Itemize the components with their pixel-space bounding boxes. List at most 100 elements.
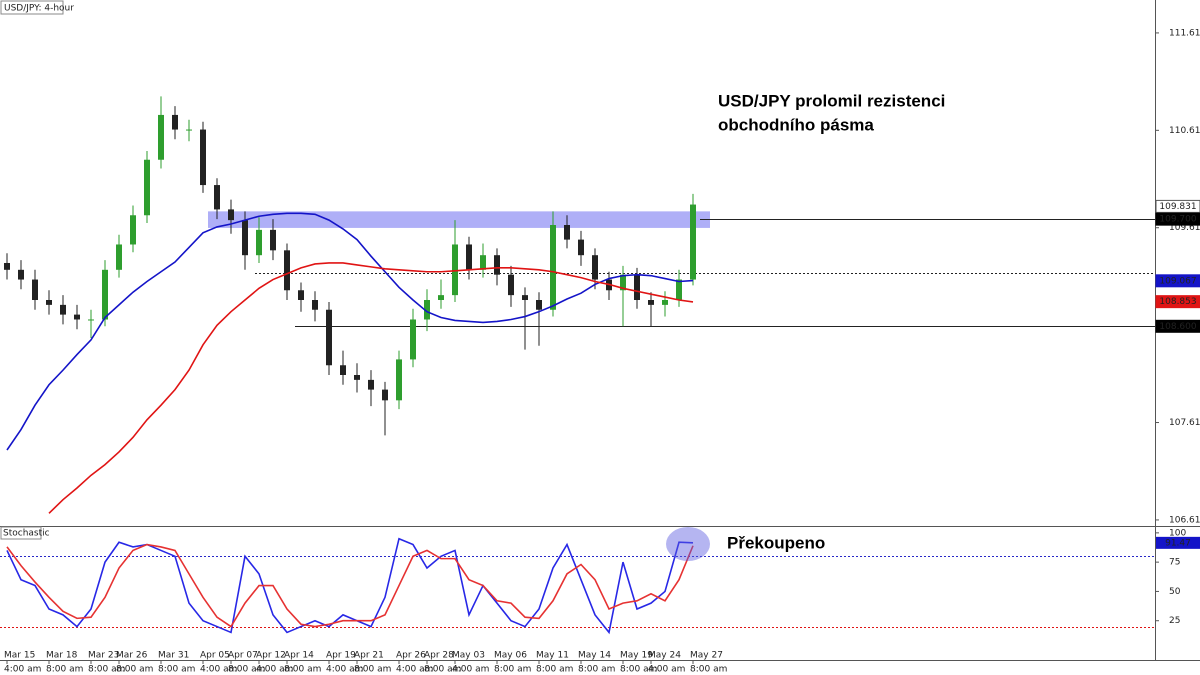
x-tick-time: 4:00 am	[326, 665, 363, 675]
candle-body	[32, 279, 38, 300]
candle-body	[368, 379, 374, 390]
candle-body	[550, 225, 556, 310]
candle-body	[186, 129, 192, 131]
x-tick-label: Mar 23	[88, 651, 119, 661]
candle-body	[648, 300, 654, 305]
candle-body	[676, 279, 682, 300]
x-tick-time: 4:00 am	[4, 665, 41, 675]
price-label: 109.067	[1159, 276, 1196, 286]
y-tick-label: 50	[1169, 587, 1181, 597]
y-tick-label: 110.612	[1169, 126, 1200, 136]
candle-body	[578, 239, 584, 256]
y-tick-label: 25	[1169, 616, 1180, 626]
x-tick-time: 8:00 am	[228, 665, 265, 675]
x-tick-label: Apr 12	[256, 651, 286, 661]
x-tick-label: Mar 15	[4, 651, 35, 661]
x-tick-time: 8:00 am	[690, 665, 727, 675]
candle-body	[158, 114, 164, 160]
y-tick-label: 107.612	[1169, 418, 1200, 428]
candle-body	[18, 269, 24, 280]
candle-body	[270, 229, 276, 251]
x-tick-time: 8:00 am	[536, 665, 573, 675]
line-series	[6, 537, 694, 635]
x-tick-label: May 24	[648, 651, 681, 661]
x-tick-time: 8:00 am	[494, 665, 531, 675]
x-tick-time: 4:00 am	[256, 665, 293, 675]
candle-body	[340, 365, 346, 375]
candle-body	[382, 389, 388, 401]
x-tick-label: Mar 18	[46, 651, 78, 661]
candle-body	[592, 255, 598, 280]
line-series	[6, 212, 694, 451]
x-tick-time: 8:00 am	[354, 665, 391, 675]
x-tick-label: May 03	[452, 651, 485, 661]
price-label: 109.831	[1159, 202, 1196, 212]
candle-body	[620, 274, 626, 291]
annotation: obchodního pásma	[718, 115, 874, 134]
candle-body	[74, 314, 80, 320]
annotation: Překoupeno	[727, 533, 825, 552]
candle-body	[102, 269, 108, 320]
candle-body	[200, 129, 206, 186]
x-tick-label: May 19	[620, 651, 653, 661]
x-tick-time: 4:00 am	[648, 665, 685, 675]
candle-body	[46, 300, 52, 305]
chart-title: USD/JPY: 4-hour	[4, 4, 74, 14]
candle-body	[116, 244, 122, 270]
candle-body	[564, 225, 570, 240]
price-label-box	[1155, 212, 1200, 226]
x-tick-label: May 27	[690, 651, 723, 661]
x-tick-label: Apr 07	[228, 651, 258, 661]
x-tick-time: 4:00 am	[452, 665, 489, 675]
x-tick-label: Mar 31	[158, 651, 189, 661]
x-tick-time: 8:00 am	[284, 665, 321, 675]
candle-body	[438, 295, 444, 300]
price-label: 108.600	[1159, 322, 1196, 332]
x-tick-time: 8:00 am	[620, 665, 657, 675]
candle-body	[144, 159, 150, 216]
plot-layer	[0, 96, 1155, 635]
price-label-box	[1155, 295, 1200, 309]
candle-body	[690, 204, 696, 280]
candle-body	[662, 300, 668, 305]
x-tick-time: 4:00 am	[200, 665, 237, 675]
x-tick-time: 4:00 am	[396, 665, 433, 675]
highlight-circle	[666, 527, 710, 561]
x-tick-time: 8:00 am	[88, 665, 125, 675]
candle-body	[452, 244, 458, 296]
candle-body	[326, 309, 332, 366]
x-tick-label: Apr 26	[396, 651, 426, 661]
y-tick-label: 111.612	[1169, 28, 1200, 38]
candle-body	[88, 319, 94, 321]
stoch-title: Stochastic	[3, 529, 50, 539]
x-tick-label: Mar 26	[116, 651, 148, 661]
candle-body	[298, 290, 304, 300]
candle-body	[4, 262, 10, 270]
candle-body	[396, 359, 402, 401]
y-tick-label: 75	[1169, 558, 1180, 568]
x-tick-time: 8:00 am	[578, 665, 615, 675]
y-tick-label: 109.612	[1169, 223, 1200, 233]
stoch-title-box	[0, 526, 42, 540]
candle-body	[410, 319, 416, 360]
price-label: 108.853	[1159, 297, 1196, 307]
x-tick-label: Apr 28	[424, 651, 454, 661]
candle-body	[536, 300, 542, 310]
x-tick-label: May 14	[578, 651, 611, 661]
price-label-box	[1155, 274, 1200, 288]
x-tick-label: Apr 21	[354, 651, 384, 661]
line-series	[48, 262, 694, 514]
x-tick-time: 8:00 am	[116, 665, 153, 675]
line-series	[6, 543, 694, 628]
x-tick-label: May 06	[494, 651, 527, 661]
x-tick-label: May 11	[536, 651, 569, 661]
price-label: 109.700	[1159, 215, 1196, 225]
x-tick-time: 8:00 am	[46, 665, 83, 675]
candle-body	[60, 304, 66, 315]
candle-body	[634, 274, 640, 300]
x-tick-time: 8:00 am	[158, 665, 195, 675]
candle-body	[424, 300, 430, 320]
x-tick-label: Apr 19	[326, 651, 356, 661]
